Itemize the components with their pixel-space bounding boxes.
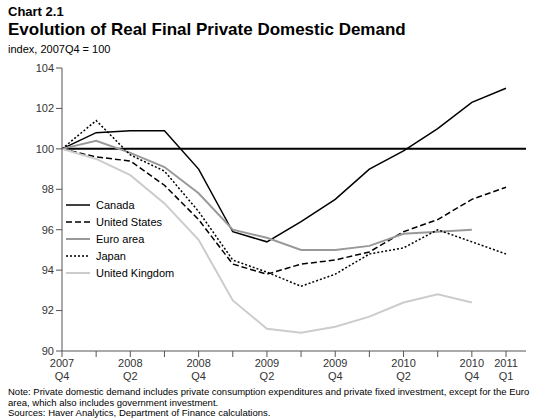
html-text:Japan: Japan — [96, 249, 126, 262]
svg-text:Q4: Q4 — [191, 370, 206, 382]
svg-text:2009: 2009 — [255, 357, 279, 369]
svg-text:Q4: Q4 — [55, 370, 70, 382]
html-text:Sources: Haver Analytics, Depa: Sources: Haver Analytics, Department of … — [8, 407, 271, 418]
svg-text:Q1: Q1 — [499, 370, 514, 382]
svg-text:2007: 2007 — [50, 357, 74, 369]
svg-text:Q4: Q4 — [465, 370, 480, 382]
html-text:Canada: Canada — [96, 198, 135, 211]
svg-text:92: 92 — [42, 304, 54, 316]
svg-text:98: 98 — [42, 183, 54, 195]
html-text:Note: Private domestic demand: Note: Private domestic demand includes p… — [8, 386, 530, 408]
svg-text:90: 90 — [42, 345, 54, 357]
svg-text:Q4: Q4 — [328, 370, 343, 382]
svg-text:104: 104 — [36, 62, 54, 74]
svg-text:Q2: Q2 — [396, 370, 411, 382]
html-text:Evolution of Real Final Privat: Evolution of Real Final Private Domestic… — [8, 20, 406, 39]
svg-text:100: 100 — [36, 143, 54, 155]
svg-text:Q2: Q2 — [123, 370, 138, 382]
svg-text:2008: 2008 — [186, 357, 210, 369]
html-text:Chart 2.1: Chart 2.1 — [8, 4, 64, 19]
svg-text:2008: 2008 — [118, 357, 142, 369]
html-text:United States: United States — [96, 215, 162, 228]
svg-text:96: 96 — [42, 224, 54, 236]
svg-text:2010: 2010 — [460, 357, 484, 369]
svg-text:Q2: Q2 — [260, 370, 275, 382]
svg-text:94: 94 — [42, 264, 54, 276]
svg-text:2009: 2009 — [323, 357, 347, 369]
html-text:Euro area: Euro area — [96, 232, 145, 245]
html-text:United Kingdom: United Kingdom — [96, 266, 175, 279]
svg-text:2011: 2011 — [494, 357, 518, 369]
svg-text:102: 102 — [36, 102, 54, 114]
html-text:index, 2007Q4 = 100: index, 2007Q4 = 100 — [8, 43, 111, 55]
svg-text:2010: 2010 — [391, 357, 415, 369]
